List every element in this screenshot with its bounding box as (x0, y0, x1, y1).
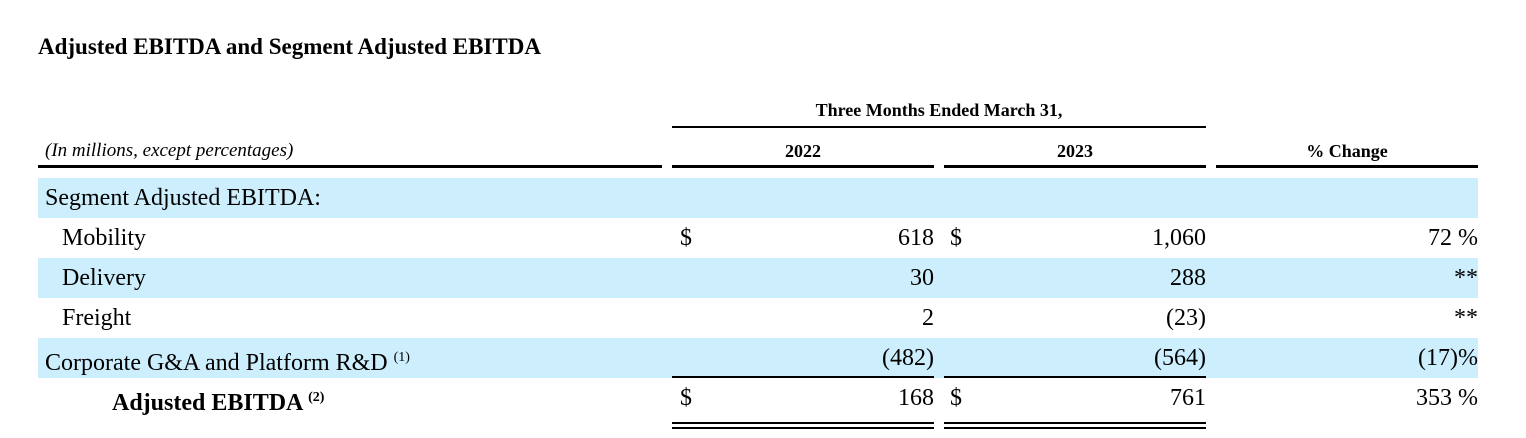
section-title: Adjusted EBITDA and Segment Adjusted EBI… (38, 34, 541, 59)
footnote-ref: (2) (308, 390, 325, 405)
double-rule (944, 422, 1206, 424)
table-row: Corporate G&A and Platform R&D (1) (482) (… (38, 338, 1478, 378)
rule (672, 126, 1206, 128)
column-header: 2023 (1057, 141, 1093, 161)
table-row: Delivery 30 288 ** (38, 258, 1478, 298)
footnote-ref: (1) (393, 350, 410, 365)
rule (38, 165, 662, 168)
change-cell: 353 % (1416, 385, 1478, 411)
period-header: Three Months Ended March 31, (815, 100, 1063, 120)
value-cell: 2 (922, 305, 934, 331)
value-cell: 30 (910, 265, 934, 291)
double-rule (672, 422, 934, 424)
row-label: Freight (62, 298, 131, 338)
rule (1216, 165, 1478, 168)
label-text: Delivery (62, 265, 146, 291)
currency-sign: $ (950, 225, 962, 251)
units-note: (In millions, except percentages) (45, 140, 294, 161)
value-cell: (23) (1166, 305, 1206, 331)
row-label: Adjusted EBITDA (2) (112, 378, 324, 423)
change-cell: 72 % (1428, 225, 1478, 251)
change-cell: ** (1454, 305, 1478, 331)
value-cell: 168 (898, 385, 934, 411)
label-text: Adjusted EBITDA (112, 390, 303, 416)
column-header: % Change (1306, 141, 1388, 161)
table-row: Segment Adjusted EBITDA: (38, 178, 1478, 218)
row-label: Delivery (62, 258, 146, 298)
rule (944, 165, 1206, 168)
currency-sign: $ (680, 225, 692, 251)
table-row: Mobility $618 $1,060 72 % (38, 218, 1478, 258)
value-cell: 288 (1170, 265, 1206, 291)
value-cell: 618 (898, 225, 934, 251)
rule (672, 165, 934, 168)
value-cell: 1,060 (1152, 225, 1206, 251)
label-text: Corporate G&A and Platform R&D (45, 350, 388, 376)
value-cell: (482) (882, 345, 934, 371)
label-text: Segment Adjusted EBITDA: (45, 185, 321, 211)
label-text: Mobility (62, 225, 147, 251)
row-label: Mobility (62, 218, 146, 258)
label-text: Freight (62, 305, 132, 331)
value-cell: 761 (1170, 385, 1206, 411)
change-cell: (17)% (1418, 345, 1478, 371)
double-rule (944, 427, 1206, 429)
currency-sign: $ (950, 385, 962, 411)
table-row: Adjusted EBITDA (2) $168 $761 353 % (38, 378, 1478, 418)
value-cell: (564) (1154, 345, 1206, 371)
row-label: Corporate G&A and Platform R&D (1) (45, 338, 410, 383)
column-header: 2022 (785, 141, 821, 161)
row-label: Segment Adjusted EBITDA: (45, 178, 321, 218)
currency-sign: $ (680, 385, 692, 411)
table-row: Freight 2 (23) ** (38, 298, 1478, 338)
rule (672, 376, 934, 378)
double-rule (672, 427, 934, 429)
rule (944, 376, 1206, 378)
change-cell: ** (1454, 265, 1478, 291)
